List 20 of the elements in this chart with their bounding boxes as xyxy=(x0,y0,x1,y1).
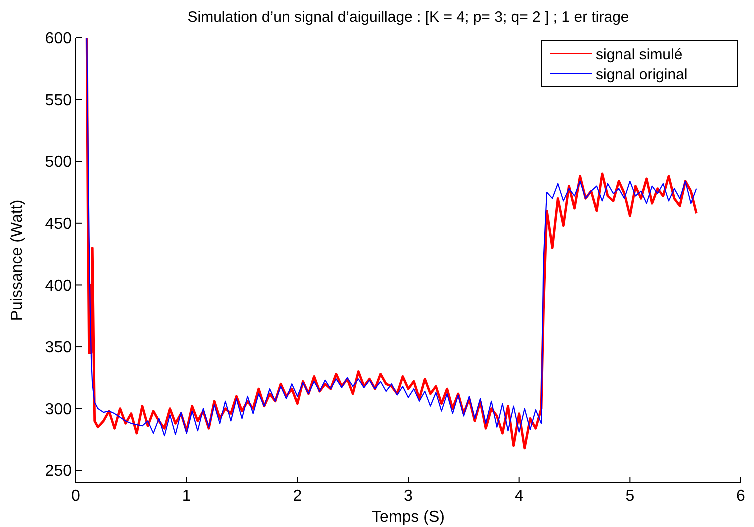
y-tick-label: 450 xyxy=(45,216,72,234)
x-tick-label: 2 xyxy=(293,488,302,505)
y-axis-title: Puissance (Watt) xyxy=(9,200,26,322)
x-axis-title: Temps (S) xyxy=(372,509,445,526)
x-tick-label: 5 xyxy=(626,488,635,505)
legend-label: signal original xyxy=(596,66,688,84)
y-tick-label: 600 xyxy=(45,30,72,48)
x-tick-label: 3 xyxy=(404,488,414,505)
x-tick-label: 0 xyxy=(72,488,81,505)
y-tick-label: 500 xyxy=(45,154,72,172)
chart-title: Simulation d’un signal d’aiguillage : [K = 4; p= 3; q= 2 ] ; 1 er tirage xyxy=(188,9,630,26)
x-tick-label: 1 xyxy=(182,488,192,505)
y-tick-label: 550 xyxy=(45,92,72,110)
x-tick-label: 6 xyxy=(736,488,746,505)
y-tick-label: 350 xyxy=(45,340,72,357)
y-tick-label: 300 xyxy=(45,401,72,418)
legend-label: signal simulé xyxy=(596,46,683,64)
y-tick-label: 400 xyxy=(45,278,72,295)
y-tick-label: 250 xyxy=(45,463,72,480)
x-tick-label: 4 xyxy=(514,488,524,505)
